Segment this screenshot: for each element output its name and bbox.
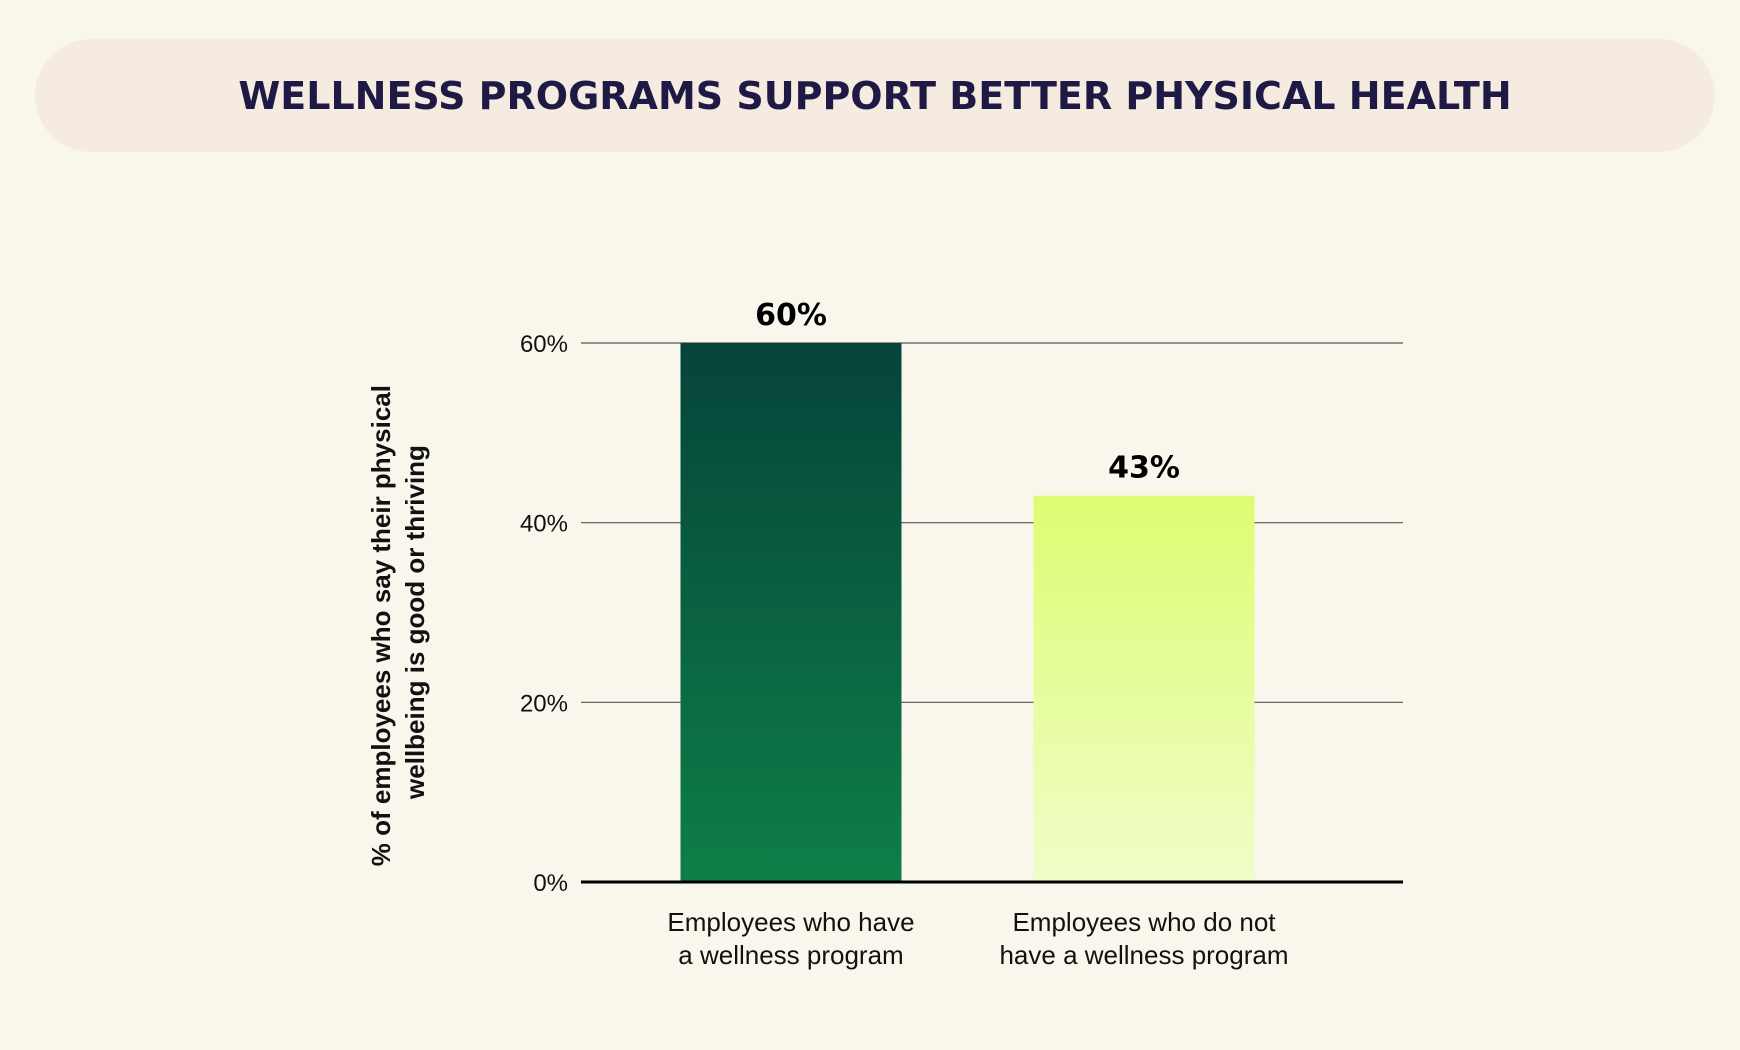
x-category-label: Employees who do not [1012, 907, 1276, 937]
x-category-label: have a wellness program [999, 940, 1288, 970]
y-tick-label: 0% [533, 870, 568, 897]
y-tick-label: 60% [520, 331, 568, 358]
data-label: 60% [755, 298, 827, 333]
data-label: 43% [1108, 451, 1180, 486]
bar [680, 343, 902, 882]
x-category-label: a wellness program [678, 940, 903, 970]
bar [1033, 495, 1255, 882]
title-banner: WELLNESS PROGRAMS SUPPORT BETTER PHYSICA… [35, 39, 1715, 152]
chart-title: WELLNESS PROGRAMS SUPPORT BETTER PHYSICA… [238, 73, 1512, 118]
y-tick-label: 20% [520, 690, 568, 717]
x-category-label: Employees who have [667, 907, 914, 937]
y-axis-label-line-1: % of employees who say their physical [366, 385, 396, 866]
y-axis-label: % of employees who say their physical we… [366, 378, 430, 866]
y-tick-label: 40% [520, 511, 568, 538]
bars [680, 343, 1255, 882]
y-axis-label-line-2: wellbeing is good or thriving [400, 445, 430, 800]
